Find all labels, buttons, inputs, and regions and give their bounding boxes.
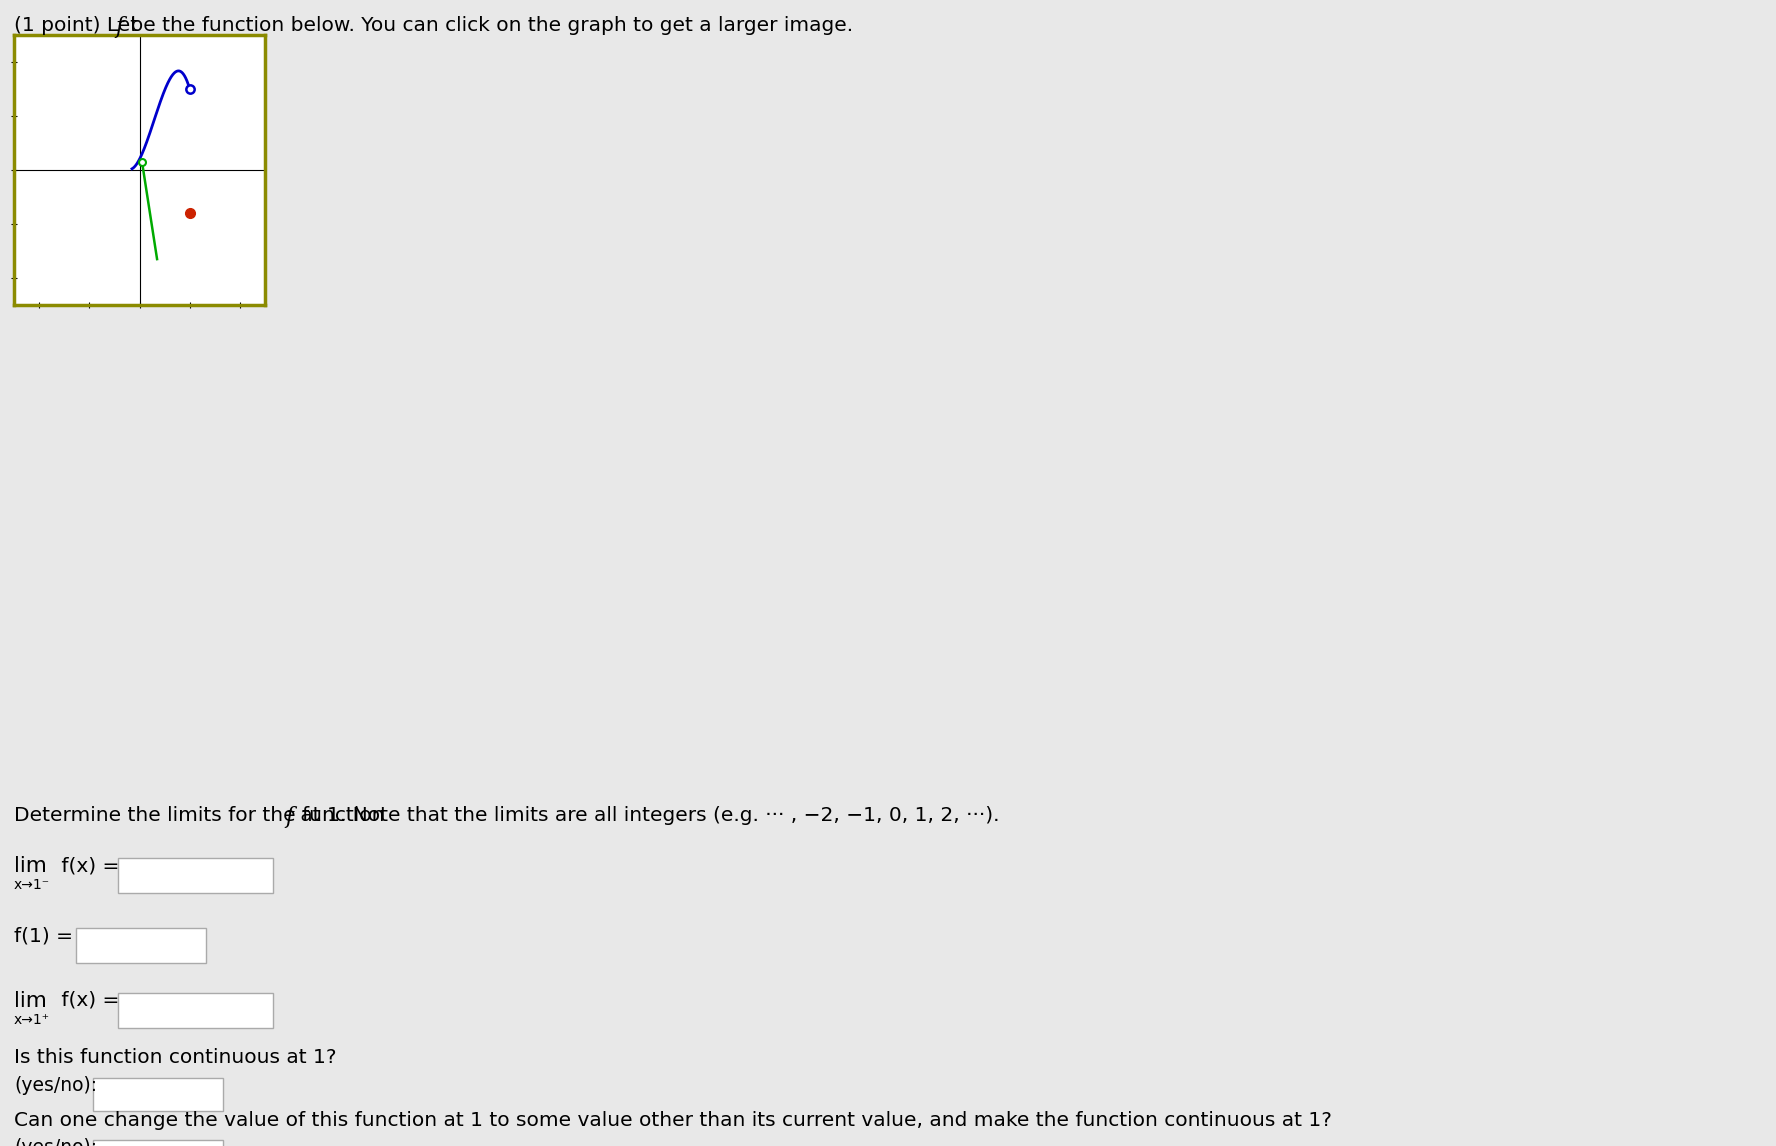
Text: (1 point) Let: (1 point) Let	[14, 16, 144, 36]
Text: lim: lim	[14, 991, 46, 1011]
Text: f(1) =: f(1) =	[14, 926, 73, 945]
Text: f(x) =: f(x) =	[55, 856, 119, 876]
Text: f(x) =: f(x) =	[55, 991, 119, 1010]
Text: (yes/no):: (yes/no):	[14, 1138, 98, 1146]
Text: be the function below. You can click on the graph to get a larger image.: be the function below. You can click on …	[124, 16, 852, 36]
FancyBboxPatch shape	[92, 1140, 224, 1146]
Text: lim: lim	[14, 856, 46, 876]
Text: Is this function continuous at 1?: Is this function continuous at 1?	[14, 1047, 336, 1067]
FancyBboxPatch shape	[76, 928, 206, 963]
Text: f: f	[284, 806, 293, 829]
Text: x→1⁺: x→1⁺	[14, 1013, 50, 1027]
Text: (yes/no):: (yes/no):	[14, 1076, 98, 1094]
Text: f: f	[115, 16, 123, 38]
FancyBboxPatch shape	[117, 992, 274, 1028]
Text: x→1⁻: x→1⁻	[14, 878, 50, 892]
Text: Determine the limits for the function: Determine the limits for the function	[14, 806, 391, 825]
Text: Can one change the value of this function at 1 to some value other than its curr: Can one change the value of this functio…	[14, 1110, 1332, 1130]
FancyBboxPatch shape	[117, 858, 274, 893]
FancyBboxPatch shape	[92, 1078, 224, 1110]
Text: at 1. Note that the limits are all integers (e.g. ··· , −2, −1, 0, 1, 2, ···).: at 1. Note that the limits are all integ…	[295, 806, 1000, 825]
